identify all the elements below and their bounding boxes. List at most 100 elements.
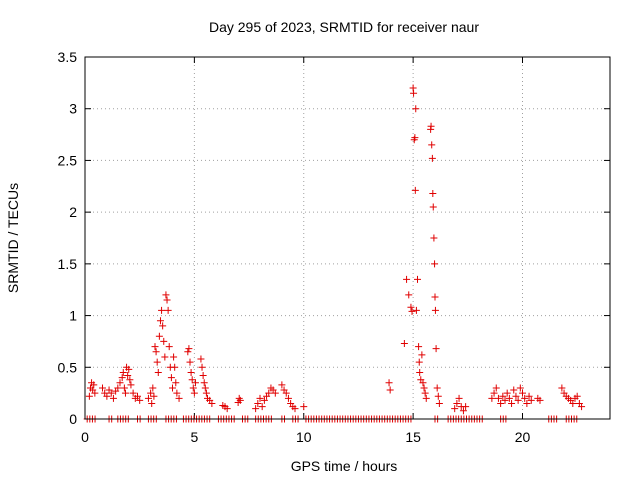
- data-point: [186, 358, 194, 366]
- data-point: [451, 405, 459, 413]
- data-point: [154, 368, 162, 376]
- data-point: [118, 374, 126, 382]
- data-point: [300, 403, 308, 411]
- data-point: [201, 384, 209, 392]
- data-point: [407, 303, 415, 311]
- data-point: [415, 358, 423, 366]
- axis-ticks: 0 0.5 1 1.5 2 2.5 3 3.5 0 5 10 15 20: [58, 49, 610, 445]
- data-point: [432, 345, 440, 353]
- data-point: [162, 291, 170, 299]
- data-point: [175, 394, 183, 402]
- data-point: [150, 392, 158, 400]
- data-point: [159, 322, 167, 330]
- data-point: [114, 384, 122, 392]
- data-point: [453, 399, 461, 407]
- data-point: [197, 355, 205, 363]
- data-point: [428, 154, 436, 162]
- data-point: [191, 379, 199, 387]
- y-tick-label: 0: [69, 411, 77, 427]
- plot-frame: [84, 56, 611, 420]
- data-point: [252, 405, 260, 413]
- data-point: [167, 374, 175, 382]
- data-point: [385, 379, 393, 387]
- data-point: [260, 396, 268, 404]
- data-point: [172, 379, 180, 387]
- data-point: [278, 381, 286, 389]
- data-point: [422, 394, 430, 402]
- data-point: [490, 389, 498, 397]
- data-point: [429, 190, 437, 198]
- y-tick-label: 3.5: [58, 49, 78, 65]
- data-point: [411, 186, 419, 194]
- y-tick-label: 3: [69, 101, 77, 117]
- data-point: [488, 394, 496, 402]
- data-point: [412, 105, 420, 113]
- data-point: [419, 379, 427, 387]
- data-point: [184, 348, 192, 356]
- data-point: [199, 372, 207, 380]
- data-point: [501, 396, 509, 404]
- data-point: [420, 384, 428, 392]
- data-point: [519, 389, 526, 397]
- data-point: [455, 394, 463, 402]
- data-point: [400, 339, 408, 347]
- data-point: [158, 306, 166, 314]
- data-point: [521, 394, 529, 402]
- data-point: [163, 296, 171, 304]
- grid-lines: [85, 57, 610, 419]
- data-point: [155, 332, 163, 340]
- data-point: [386, 386, 394, 394]
- data-point: [103, 392, 111, 400]
- y-axis-label: SRMTID / TECUs: [5, 183, 21, 293]
- data-point: [208, 399, 216, 407]
- data-point: [410, 89, 418, 97]
- data-point: [510, 386, 518, 394]
- data-point: [173, 389, 181, 397]
- data-point: [126, 376, 134, 384]
- data-point: [411, 134, 419, 142]
- x-tick-label: 0: [81, 429, 89, 445]
- data-points: [83, 84, 586, 423]
- data-point: [265, 389, 273, 397]
- chart-title: Day 295 of 2023, SRMTID for receiver nau…: [209, 19, 479, 35]
- data-point: [415, 343, 423, 351]
- data-point: [148, 399, 156, 407]
- data-point: [514, 396, 522, 404]
- data-point: [421, 389, 429, 397]
- data-point: [129, 389, 137, 397]
- data-point: [120, 384, 128, 392]
- data-point: [431, 306, 439, 314]
- data-point: [165, 343, 173, 351]
- data-point: [427, 122, 435, 130]
- data-point: [429, 203, 437, 211]
- data-point: [134, 392, 141, 400]
- data-point: [459, 407, 467, 415]
- data-point: [91, 389, 99, 397]
- data-point: [164, 306, 172, 314]
- data-point: [462, 403, 470, 411]
- data-point: [147, 389, 155, 397]
- data-point: [271, 389, 279, 397]
- data-point: [434, 392, 442, 400]
- data-point: [503, 389, 511, 397]
- data-point: [527, 396, 535, 404]
- data-point: [156, 317, 164, 325]
- y-tick-label: 1: [69, 308, 77, 324]
- x-tick-label: 10: [296, 429, 312, 445]
- data-point: [185, 345, 193, 353]
- data-point: [256, 394, 264, 402]
- data-point: [202, 389, 210, 397]
- data-point: [497, 399, 505, 407]
- y-tick-label: 2: [69, 204, 77, 220]
- data-point: [254, 399, 262, 407]
- data-point: [536, 396, 544, 404]
- data-point: [116, 379, 124, 387]
- data-point: [494, 394, 502, 402]
- data-point: [149, 384, 157, 392]
- data-point: [418, 351, 426, 359]
- data-point: [160, 337, 168, 345]
- data-point: [152, 348, 160, 356]
- data-point: [85, 392, 93, 400]
- data-point: [190, 389, 198, 397]
